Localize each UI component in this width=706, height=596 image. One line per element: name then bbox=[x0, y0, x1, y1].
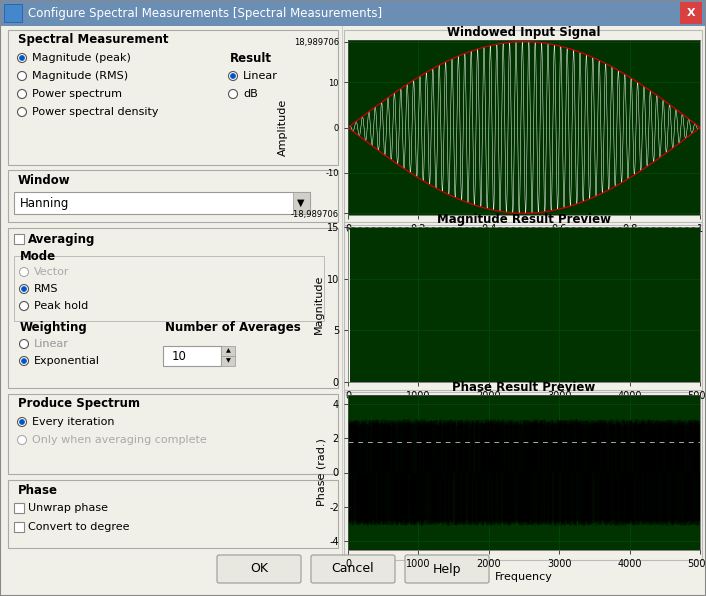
Bar bbox=[14, 256, 324, 321]
Circle shape bbox=[21, 359, 27, 364]
Circle shape bbox=[229, 89, 237, 98]
Text: Magnitude (peak): Magnitude (peak) bbox=[32, 53, 131, 63]
Circle shape bbox=[20, 302, 28, 311]
Bar bbox=[221, 356, 235, 366]
Circle shape bbox=[18, 107, 27, 116]
Text: Help: Help bbox=[433, 563, 461, 576]
Text: dB: dB bbox=[243, 89, 258, 99]
Text: Unwrap phase: Unwrap phase bbox=[28, 503, 108, 513]
Bar bbox=[8, 394, 338, 474]
Text: Weighting: Weighting bbox=[20, 321, 88, 334]
Text: Only when averaging complete: Only when averaging complete bbox=[32, 435, 207, 445]
Bar bbox=[14, 234, 24, 244]
Text: Vector: Vector bbox=[34, 267, 69, 277]
Circle shape bbox=[18, 436, 27, 445]
X-axis label: Frequency: Frequency bbox=[495, 572, 553, 582]
Text: Configure Spectral Measurements [Spectral Measurements]: Configure Spectral Measurements [Spectra… bbox=[28, 7, 382, 20]
Text: Power spectrum: Power spectrum bbox=[32, 89, 122, 99]
Text: ▼: ▼ bbox=[226, 359, 230, 364]
Text: ▼: ▼ bbox=[297, 198, 305, 208]
Text: Mode: Mode bbox=[20, 250, 56, 262]
Bar bbox=[8, 170, 338, 222]
Bar bbox=[293, 192, 310, 214]
Bar bbox=[8, 228, 338, 388]
Circle shape bbox=[229, 72, 237, 80]
Text: Hanning: Hanning bbox=[20, 197, 69, 210]
Text: Exponential: Exponential bbox=[34, 356, 100, 366]
Bar bbox=[344, 390, 702, 560]
X-axis label: Time: Time bbox=[510, 237, 538, 247]
Text: 10: 10 bbox=[172, 349, 187, 362]
Text: OK: OK bbox=[250, 563, 268, 576]
Bar bbox=[8, 30, 338, 165]
Bar bbox=[680, 2, 702, 24]
Bar bbox=[221, 346, 235, 356]
FancyBboxPatch shape bbox=[405, 555, 489, 583]
Text: Linear: Linear bbox=[34, 339, 69, 349]
Circle shape bbox=[20, 268, 28, 277]
Bar bbox=[14, 522, 24, 532]
Y-axis label: Phase (rad.): Phase (rad.) bbox=[316, 439, 326, 507]
Circle shape bbox=[20, 340, 28, 349]
Bar bbox=[14, 503, 24, 513]
Text: Power spectral density: Power spectral density bbox=[32, 107, 159, 117]
Y-axis label: Magnitude: Magnitude bbox=[314, 275, 324, 334]
Text: Peak hold: Peak hold bbox=[34, 301, 88, 311]
Text: RMS: RMS bbox=[34, 284, 59, 294]
Circle shape bbox=[18, 89, 27, 98]
Text: Magnitude (RMS): Magnitude (RMS) bbox=[32, 71, 128, 81]
Circle shape bbox=[20, 55, 25, 61]
Title: Windowed Input Signal: Windowed Input Signal bbox=[447, 26, 601, 39]
Y-axis label: Amplitude: Amplitude bbox=[278, 99, 288, 156]
Bar bbox=[342, 15, 343, 570]
Text: Linear: Linear bbox=[34, 339, 69, 349]
FancyBboxPatch shape bbox=[217, 555, 301, 583]
Text: Spectral Measurement: Spectral Measurement bbox=[18, 33, 169, 46]
Text: Number of Averages: Number of Averages bbox=[165, 321, 301, 334]
Bar bbox=[344, 30, 702, 225]
Text: Averaging: Averaging bbox=[28, 232, 95, 246]
Title: Magnitude Result Preview: Magnitude Result Preview bbox=[437, 213, 611, 226]
Text: Phase: Phase bbox=[18, 483, 58, 496]
Bar bbox=[344, 222, 702, 392]
Text: Result: Result bbox=[230, 51, 272, 64]
Circle shape bbox=[18, 418, 27, 427]
Text: Linear: Linear bbox=[243, 71, 278, 81]
X-axis label: Frequency: Frequency bbox=[495, 404, 553, 414]
Circle shape bbox=[18, 72, 27, 80]
Bar bbox=[14, 192, 310, 214]
Circle shape bbox=[21, 287, 27, 291]
Text: Window: Window bbox=[18, 173, 71, 187]
Circle shape bbox=[230, 73, 236, 79]
Text: Convert to degree: Convert to degree bbox=[28, 522, 129, 532]
Text: ▲: ▲ bbox=[226, 349, 230, 353]
Circle shape bbox=[18, 54, 27, 63]
Bar bbox=[0, 0, 706, 26]
Title: Phase Result Preview: Phase Result Preview bbox=[453, 381, 596, 394]
Circle shape bbox=[20, 284, 28, 293]
Bar bbox=[8, 480, 338, 548]
Text: Produce Spectrum: Produce Spectrum bbox=[18, 398, 140, 411]
Bar bbox=[163, 346, 221, 366]
Text: Cancel: Cancel bbox=[332, 563, 374, 576]
FancyBboxPatch shape bbox=[311, 555, 395, 583]
Text: Every iteration: Every iteration bbox=[32, 417, 114, 427]
Circle shape bbox=[20, 356, 28, 365]
Circle shape bbox=[20, 420, 25, 424]
Bar bbox=[4, 4, 22, 22]
Text: X: X bbox=[687, 8, 695, 18]
